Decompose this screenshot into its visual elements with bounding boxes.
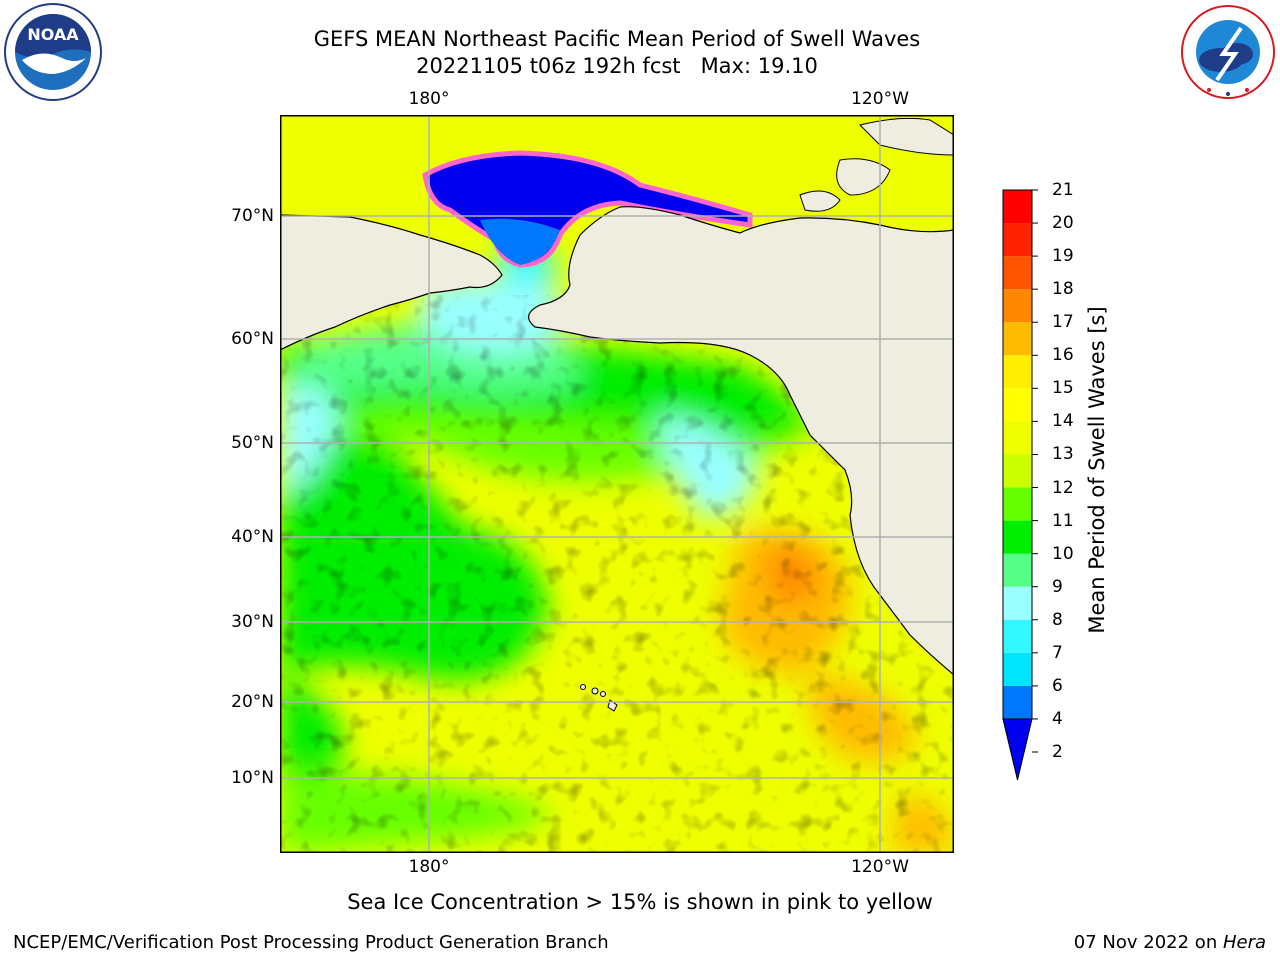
colorbar-tick-label: 18: [1052, 279, 1074, 300]
colorbar-segment: [1003, 190, 1032, 224]
lat-label-30n: 30°N: [231, 612, 274, 632]
lat-label-40n: 40°N: [231, 527, 274, 547]
colorbar-tick-label: 15: [1052, 378, 1074, 399]
colorbar-segment: [1003, 388, 1032, 422]
lon-label-bottom-120w: 120°W: [851, 857, 909, 877]
colorbar-segment: [1003, 421, 1032, 455]
land-asia: [280, 214, 503, 351]
chart-title: GEFS MEAN Northeast Pacific Mean Period …: [313, 27, 921, 51]
colorbar-segment: [1003, 289, 1032, 323]
lat-label-70n: 70°N: [231, 206, 274, 226]
lat-label-50n: 50°N: [231, 433, 274, 453]
credit-text: NCEP/EMC/Verification Post Processing Pr…: [13, 932, 609, 953]
nws-logo: [1179, 4, 1277, 104]
colorbar-tick-label: 2: [1052, 742, 1063, 762]
host-name: Hera: [1222, 932, 1266, 953]
land-north-america: [528, 115, 954, 676]
date-stamp: 07 Nov 2022 on Hera: [1074, 932, 1266, 953]
lat-label-60n: 60°N: [231, 329, 274, 349]
colorbar-segment: [1003, 256, 1032, 290]
colorbar-tick-label: 4: [1052, 708, 1063, 729]
colorbar-segment: [1003, 619, 1032, 653]
colorbar-tick-label: 6: [1052, 675, 1063, 696]
colorbar-segment: [1003, 520, 1032, 554]
colorbar-tick-label: 7: [1052, 642, 1063, 663]
colorbar-segment: [1003, 685, 1032, 719]
colorbar-tick-label: 13: [1052, 444, 1074, 465]
date-text: 07 Nov 2022 on: [1073, 932, 1223, 953]
colorbar-segment: [1003, 223, 1032, 257]
colorbar-tick-label: 9: [1052, 576, 1063, 597]
colorbar-tick-label: 14: [1052, 411, 1074, 432]
lon-label-bottom-180: 180°: [408, 857, 450, 877]
noaa-logo: NOAA: [2, 2, 104, 106]
colorbar: [995, 180, 1045, 789]
map-panel: [280, 115, 954, 853]
colorbar-label: Mean Period of Swell Waves [s]: [1085, 306, 1109, 634]
colorbar-segment: [1003, 652, 1032, 686]
colorbar-tick-label: 20: [1052, 213, 1074, 234]
colorbar-tick-label: 8: [1052, 609, 1063, 630]
lat-label-10n: 10°N: [231, 768, 274, 788]
colorbar-tick-label: 12: [1052, 477, 1074, 498]
colorbar-extend-arrow: [1002, 718, 1033, 781]
colorbar-tick-label: 10: [1052, 543, 1074, 564]
lat-label-20n: 20°N: [231, 692, 274, 712]
colorbar-segment: [1003, 487, 1032, 521]
graticule: [280, 115, 954, 853]
colorbar-tick-label: 21: [1052, 180, 1074, 200]
colorbar-segment: [1003, 553, 1032, 587]
colorbar-tick-label: 11: [1052, 510, 1074, 531]
colorbar-segment: [1003, 586, 1032, 620]
colorbar-segment: [1003, 355, 1032, 389]
noaa-logo-text: NOAA: [27, 25, 79, 44]
sea-ice-note: Sea Ice Concentration > 15% is shown in …: [347, 890, 933, 914]
colorbar-segment: [1003, 322, 1032, 356]
map-border: [280, 115, 954, 853]
colorbar-tick-label: 16: [1052, 345, 1074, 366]
colorbar-tick-label: 19: [1052, 246, 1074, 267]
colorbar-tick-label: 17: [1052, 312, 1074, 333]
colorbar-segment: [1003, 454, 1032, 488]
lon-label-top-180: 180°: [408, 89, 450, 109]
chart-subtitle: 20221105 t06z 192h fcst Max: 19.10: [416, 54, 818, 78]
lon-label-top-120w: 120°W: [851, 89, 909, 109]
